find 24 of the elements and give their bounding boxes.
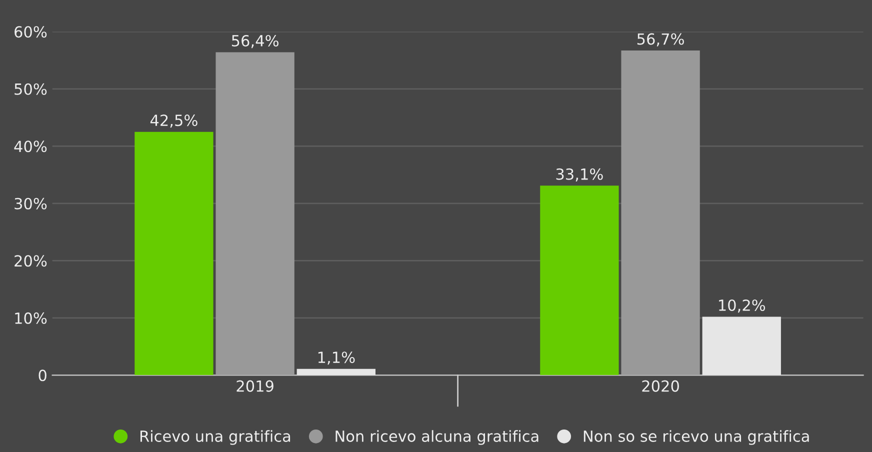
legend-label: Ricevo una gratifica: [140, 430, 290, 445]
data-label: 33,1%: [556, 168, 603, 182]
y-tick-label: 40%: [14, 140, 47, 152]
legend-label: Non ricevo alcuna gratifica: [336, 430, 538, 445]
data-label: 1,1%: [318, 352, 355, 365]
y-tick-label: 20%: [14, 255, 47, 267]
y-tick-label: 0: [38, 370, 46, 382]
bar: [296, 368, 376, 376]
legend-label: Non so se ricevo una gratifica: [584, 430, 809, 445]
y-tick-label: 50%: [14, 83, 47, 95]
bar: [134, 132, 214, 376]
x-tick-label: 2019: [236, 380, 274, 392]
bar: [540, 186, 619, 376]
x-tick-label: 2020: [642, 380, 679, 392]
data-label: 56,4%: [232, 34, 278, 48]
y-tick-label: 60%: [14, 26, 47, 38]
y-tick-label: 30%: [14, 198, 47, 210]
bar: [621, 50, 700, 376]
bar: [216, 52, 294, 376]
data-label: 42,5%: [150, 114, 198, 128]
y-tick-label: 10%: [15, 312, 47, 324]
bar: [702, 316, 781, 376]
data-label: 10,2%: [719, 299, 766, 313]
data-label: 56,7%: [637, 33, 684, 46]
